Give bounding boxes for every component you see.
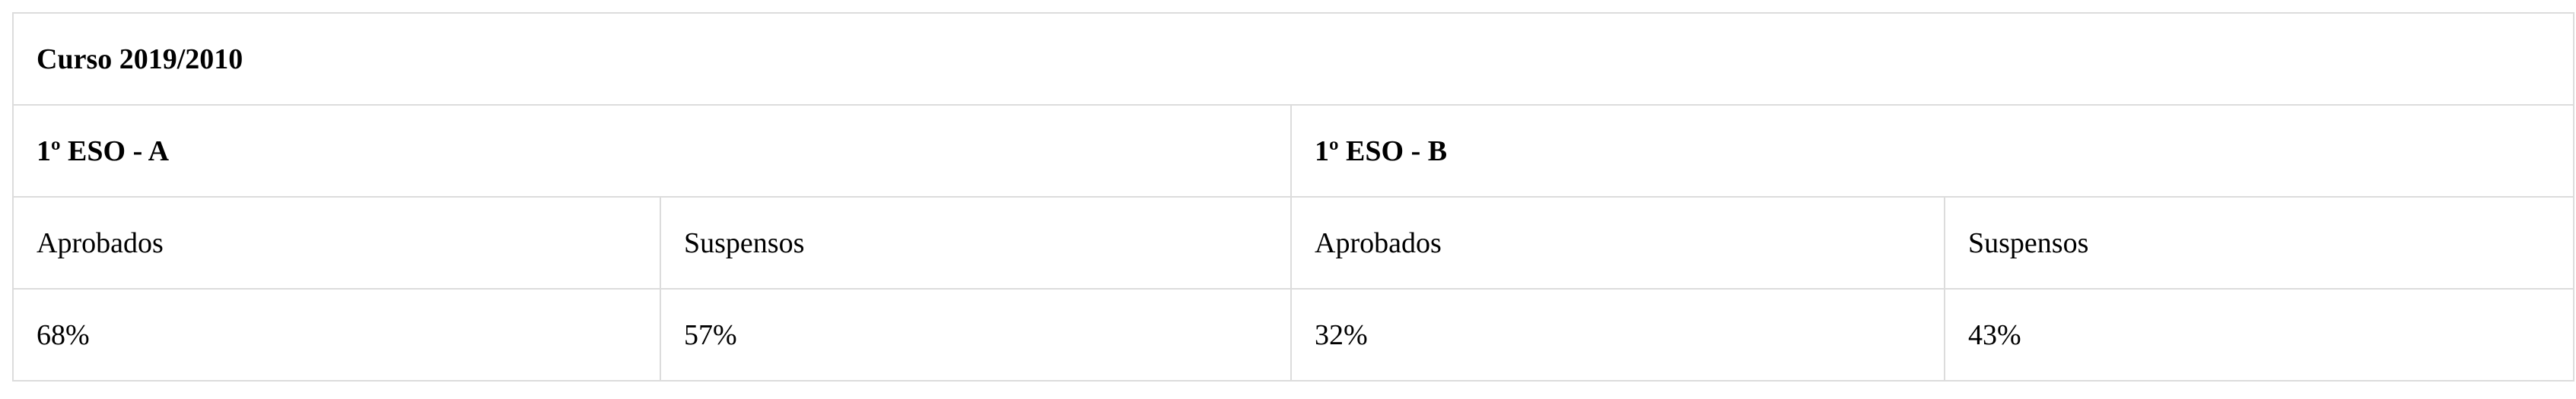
- column-header-aprobados-b: Aprobados: [1290, 196, 1945, 290]
- group-header-eso-b: 1º ESO - B: [1290, 104, 2575, 198]
- table-row: 68% 57% 32% 43%: [12, 288, 2575, 382]
- group-header-eso-a: 1º ESO - A: [12, 104, 1292, 198]
- table-title: Curso 2019/2010: [11, 12, 2575, 106]
- value-aprobados-b: 32%: [1290, 288, 1945, 382]
- value-suspensos-b: 43%: [1943, 288, 2575, 382]
- column-header-suspensos-b: Suspensos: [1943, 196, 2575, 290]
- value-suspensos-a: 57%: [660, 288, 1292, 382]
- group-row: 1º ESO - A 1º ESO - B: [12, 104, 2575, 198]
- column-header-aprobados-a: Aprobados: [12, 196, 661, 290]
- title-row: Curso 2019/2010: [11, 12, 2575, 106]
- results-table: Curso 2019/2010 1º ESO - A 1º ESO - B Ap…: [11, 12, 2575, 382]
- column-header-suspensos-a: Suspensos: [660, 196, 1292, 290]
- header-row: Aprobados Suspensos Aprobados Suspensos: [12, 196, 2575, 290]
- value-aprobados-a: 68%: [12, 288, 661, 382]
